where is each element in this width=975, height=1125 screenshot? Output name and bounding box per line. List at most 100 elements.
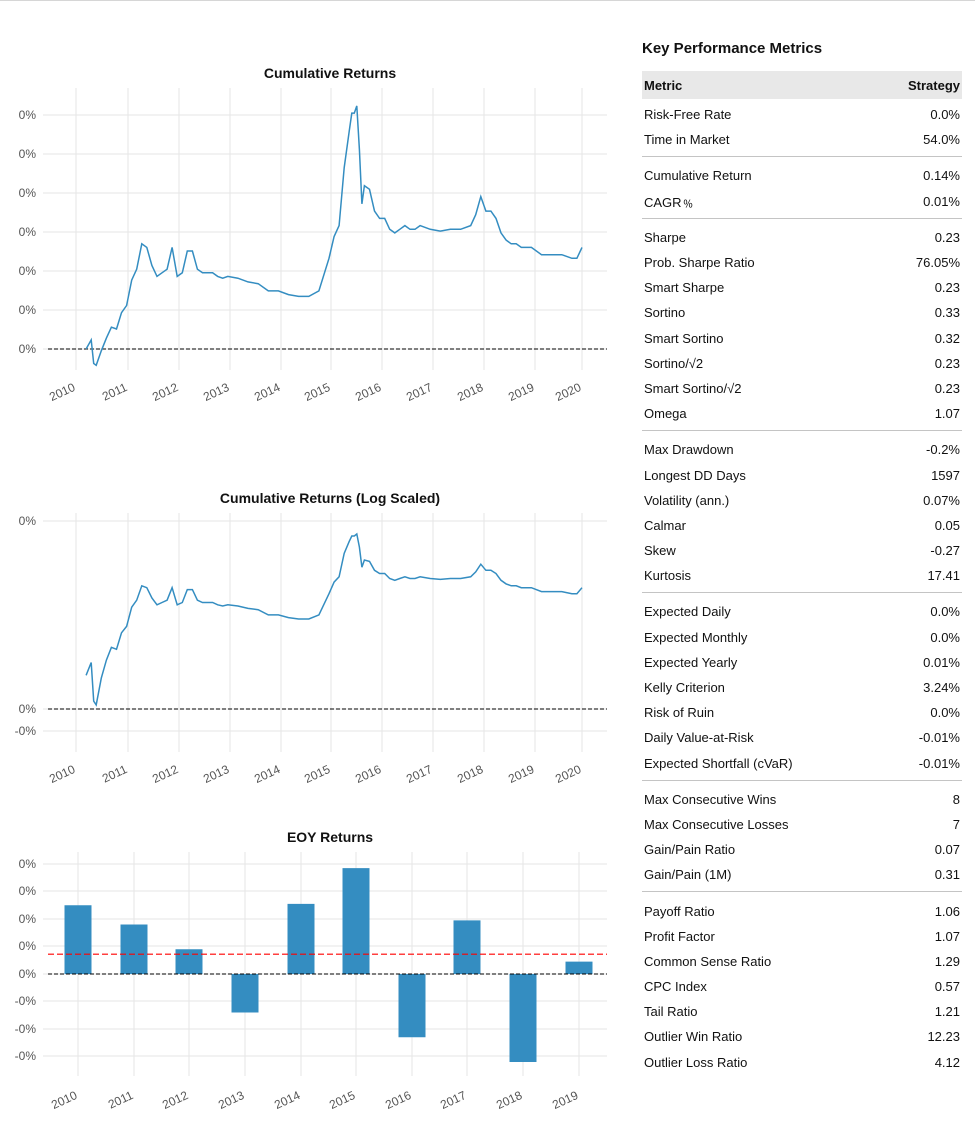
metric-label: Kelly Criterion [644, 680, 725, 696]
y-tick-label: -0% [15, 1049, 37, 1063]
metric-row: Sortino/√2 0.23 [642, 351, 962, 376]
eoy-bar [64, 905, 92, 974]
metric-value: 1.07 [934, 406, 960, 422]
metric-label: Tail Ratio [644, 1004, 698, 1020]
chart-title: EOY Returns [287, 829, 373, 845]
metric-label: Gain/Pain Ratio [644, 842, 736, 858]
y-tick-label: -0% [15, 724, 37, 738]
metric-value: 0.0% [930, 629, 960, 645]
eoy-bar [342, 868, 370, 974]
metric-value: 0.01% [923, 654, 960, 670]
metric-label: Longest DD Days [644, 467, 746, 483]
metric-value: -0.01% [918, 755, 960, 771]
metric-value: 0.07 [934, 842, 960, 858]
metric-value: 0.57 [934, 979, 960, 995]
metric-column-header: Metric [644, 77, 683, 93]
metric-value: -0.2% [926, 442, 960, 458]
metric-label: Smart Sharpe [644, 280, 725, 296]
metric-value: 0.33 [934, 305, 960, 321]
x-tick-label: 2018 [455, 380, 485, 404]
metric-label: Payoff Ratio [644, 903, 715, 919]
metric-value: 54.0% [923, 132, 960, 148]
x-tick-label: 2020 [553, 762, 583, 786]
metric-row: Smart Sharpe 0.23 [642, 275, 962, 300]
y-tick-label: 0% [19, 939, 37, 953]
metric-value: 0.07% [923, 492, 960, 508]
metric-value: 8 [952, 791, 960, 807]
metric-value: -0.27 [930, 543, 960, 559]
metric-row: Daily Value-at-Risk -0.01% [642, 725, 962, 750]
metric-row: Outlier Loss Ratio 4.12 [642, 1050, 962, 1075]
metrics-title: Key Performance Metrics [642, 40, 823, 57]
metric-row: Max Consecutive Losses 7 [642, 812, 962, 837]
metrics-group: Risk-Free Rate 0.0% Time in Market 54.0% [642, 99, 962, 158]
eoy-bar [287, 903, 315, 974]
eoy-bar [231, 974, 259, 1013]
metric-label: Expected Daily [644, 604, 731, 620]
eoy-bar [398, 974, 426, 1038]
metric-value: 0.23 [934, 355, 960, 371]
chart-title: Cumulative Returns (Log Scaled) [220, 490, 440, 506]
metric-row: Expected Shortfall (cVaR) -0.01% [642, 751, 962, 776]
y-tick-label: -0% [15, 994, 37, 1008]
metric-label: Smart Sortino [644, 330, 724, 346]
metric-label: CAGR﹪ [644, 194, 695, 210]
metric-label: Expected Shortfall (cVaR) [644, 755, 793, 771]
metric-row: Tail Ratio 1.21 [642, 999, 962, 1024]
metric-label: Sharpe [644, 229, 686, 245]
metric-value: 4.12 [934, 1054, 960, 1070]
x-tick-label: 2014 [272, 1088, 302, 1112]
x-tick-label: 2010 [49, 1088, 79, 1112]
x-tick-label: 2012 [160, 1088, 190, 1112]
y-tick-label: 0% [19, 342, 37, 356]
metric-label: Time in Market [644, 132, 730, 148]
metric-row: Omega 1.07 [642, 401, 962, 426]
metric-label: Calmar [644, 517, 686, 533]
x-tick-label: 2016 [383, 1088, 413, 1112]
strategy-column-header: Strategy [907, 77, 960, 93]
metric-row: Risk of Ruin 0.0% [642, 700, 962, 725]
y-tick-label: 0% [19, 147, 37, 161]
metric-label: Risk-Free Rate [644, 107, 732, 123]
returns-series-line [85, 532, 583, 707]
metric-row: Longest DD Days 1597 [642, 462, 962, 487]
y-tick-label: 0% [19, 225, 37, 239]
x-tick-label: 2011 [100, 762, 130, 786]
metric-value: 1.06 [934, 903, 960, 919]
metric-row: Expected Daily 0.0% [642, 599, 962, 624]
y-tick-label: 0% [19, 702, 37, 716]
metrics-group: Max Consecutive Wins 8 Max Consecutive Los… [642, 781, 962, 893]
x-tick-label: 2014 [252, 762, 282, 786]
metric-row: Smart Sortino/√2 0.23 [642, 376, 962, 401]
metric-label: Daily Value-at-Risk [644, 730, 754, 746]
x-tick-label: 2013 [201, 762, 231, 786]
metric-row: Sortino 0.33 [642, 300, 962, 325]
metrics-panel: Key Performance Metrics Metric Strategy … [642, 40, 962, 1079]
metric-label: Sortino/√2 [644, 355, 704, 371]
x-tick-label: 2014 [252, 380, 282, 404]
metric-row: Max Consecutive Wins 8 [642, 787, 962, 812]
metric-label: Skew [644, 543, 676, 559]
metric-row: Smart Sortino 0.32 [642, 326, 962, 351]
metrics-table-body: Risk-Free Rate 0.0% Time in Market 54.0% Cum… [642, 99, 962, 1079]
metric-row: Expected Yearly 0.01% [642, 650, 962, 675]
metric-label: Max Consecutive Wins [644, 791, 777, 807]
metric-value: 12.23 [927, 1029, 960, 1045]
metric-row: Time in Market 54.0% [642, 127, 962, 152]
metric-value: 0.0% [930, 604, 960, 620]
metrics-table-header: Metric Strategy [642, 71, 962, 99]
top-divider [0, 0, 975, 1]
metric-row: Gain/Pain (1M) 0.31 [642, 862, 962, 887]
metric-value: 0.01% [923, 193, 960, 209]
metric-value: 0.23 [934, 229, 960, 245]
metrics-group: Cumulative Return 0.14% CAGR﹪ 0.01% [642, 157, 962, 219]
x-tick-label: 2010 [47, 762, 77, 786]
metric-label: Volatility (ann.) [644, 492, 730, 508]
y-tick-label: 0% [19, 514, 37, 528]
metric-value: 0.31 [934, 867, 960, 883]
y-tick-label: 0% [19, 108, 37, 122]
x-tick-label: 2016 [353, 380, 383, 404]
metric-value: 0.05 [934, 517, 960, 533]
x-tick-label: 2019 [550, 1088, 580, 1112]
metric-row: Sharpe 0.23 [642, 225, 962, 250]
